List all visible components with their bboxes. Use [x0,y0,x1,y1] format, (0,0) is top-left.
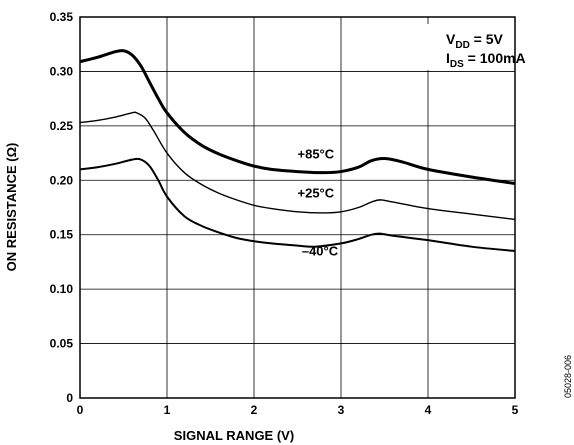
y-tick-label: 0.20 [50,173,74,187]
y-tick-labels: 0 0.05 0.10 0.15 0.20 0.25 0.30 0.35 [50,10,74,405]
series-label-2: –40°C [302,243,339,258]
grid-lines [80,17,515,398]
y-tick-label: 0.15 [50,228,74,242]
x-tick-label: 5 [512,403,519,417]
series-labels: +85°C +25°C –40°C [298,147,339,259]
series-lines [79,49,516,253]
y-tick-label: 0.35 [50,10,74,24]
conditions-box: VDD = 5V IDS = 100mA [414,24,526,70]
x-tick-labels: 0 1 2 3 4 5 [77,403,519,417]
y-tick-label: 0.05 [50,337,74,351]
y-tick-label: 0.30 [50,64,74,78]
x-tick-label: 0 [77,403,84,417]
x-tick-label: 4 [425,403,432,417]
series-line-0 [79,49,516,186]
vdd-condition: VDD = 5V [446,31,504,51]
figure-id: 05028-006 [563,355,573,398]
plot-frame [79,16,516,399]
series-line-2 [79,157,516,253]
x-tick-label: 2 [251,403,258,417]
series-label-0: +85°C [298,147,335,162]
series-line-1 [79,111,516,221]
x-axis-label: SIGNAL RANGE (V) [174,428,294,443]
y-axis-label: ON RESISTANCE (Ω) [4,143,19,272]
series-label-1: +25°C [298,186,335,201]
y-tick-label: 0.10 [50,282,74,296]
x-tick-label: 3 [338,403,345,417]
x-tick-label: 1 [164,403,171,417]
conditions-background [414,24,512,70]
ids-condition: IDS = 100mA [446,50,526,70]
y-tick-label: 0 [66,391,73,405]
y-tick-label: 0.25 [50,119,74,133]
